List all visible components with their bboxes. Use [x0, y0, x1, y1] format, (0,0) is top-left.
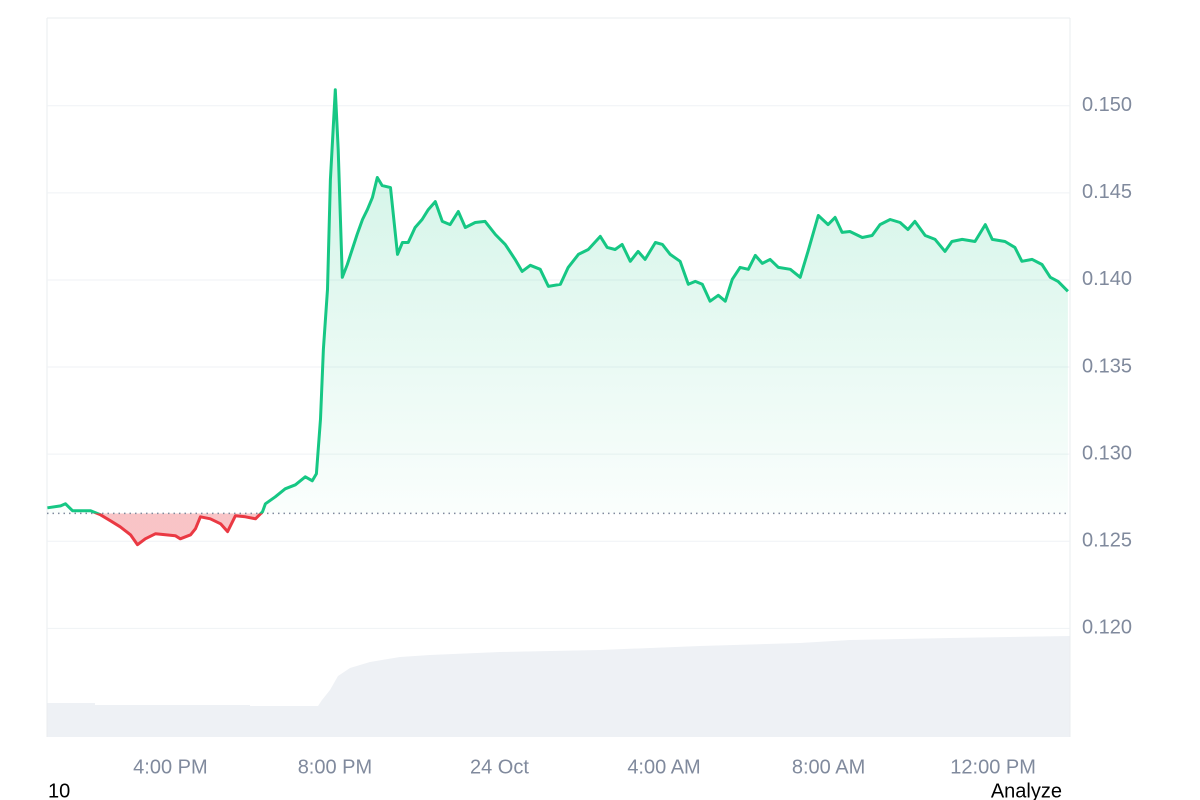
y-tick-label: 0.125 [1082, 530, 1132, 552]
x-tick-label: 4:00 PM [133, 756, 207, 778]
footer-left: 10 [48, 780, 70, 800]
x-tick-label: 24 Oct [470, 756, 529, 778]
x-tick-label: 8:00 PM [298, 756, 372, 778]
x-tick-label: 8:00 AM [792, 756, 865, 778]
footer-right[interactable]: Analyze [991, 780, 1062, 800]
y-tick-label: 0.130 [1082, 442, 1132, 464]
price-area [47, 89, 1068, 545]
y-tick-label: 0.150 [1082, 94, 1132, 116]
volume-area [47, 636, 1070, 737]
x-tick-label: 12:00 PM [950, 756, 1036, 778]
price-line [47, 88, 1069, 547]
y-tick-label: 0.140 [1082, 268, 1132, 290]
x-tick-label: 4:00 AM [627, 756, 700, 778]
y-tick-label: 0.145 [1082, 181, 1132, 203]
y-tick-label: 0.120 [1082, 617, 1132, 639]
y-tick-label: 0.135 [1082, 355, 1132, 377]
